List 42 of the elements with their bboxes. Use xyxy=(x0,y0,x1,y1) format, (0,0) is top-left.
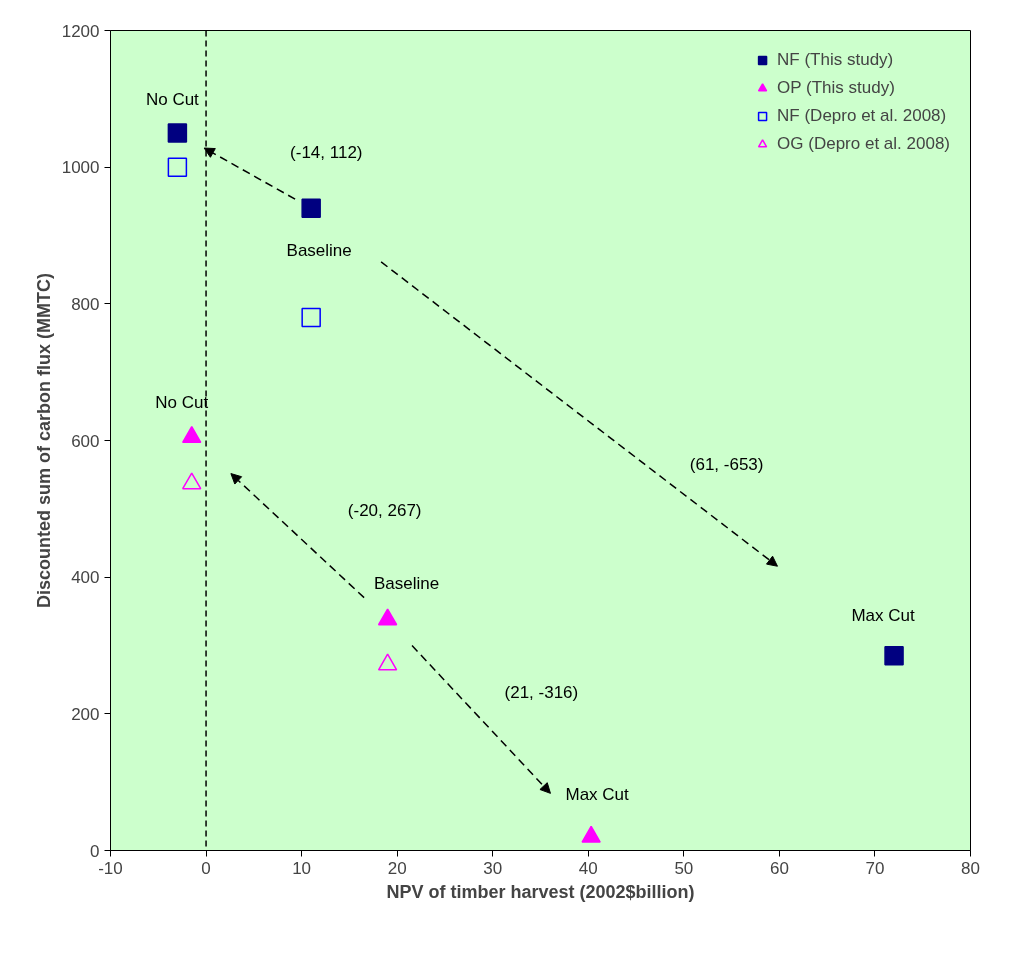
annotation: No Cut xyxy=(155,392,209,412)
x-tick-label: 50 xyxy=(674,858,694,878)
annotation: Max Cut xyxy=(565,785,630,805)
annotation: Max Cut xyxy=(851,606,915,626)
legend-label: OG (Depro et al. 2008) xyxy=(777,134,950,154)
point xyxy=(301,307,321,328)
y-tick-label: 400 xyxy=(71,568,100,588)
point xyxy=(377,653,398,671)
x-tick-label: 80 xyxy=(961,858,980,878)
x-tick-label: -10 xyxy=(98,858,123,878)
x-tick-label: 60 xyxy=(769,858,789,878)
x-tick-label: 70 xyxy=(865,858,885,878)
point xyxy=(581,825,601,843)
x-tick-label: 40 xyxy=(578,858,598,878)
y-tick-label: 200 xyxy=(71,704,100,724)
x-tick-label: 30 xyxy=(483,858,503,878)
x-tick-label: 10 xyxy=(292,858,312,878)
annotation: (61, -653) xyxy=(689,455,764,475)
point xyxy=(181,425,202,444)
point xyxy=(377,608,398,626)
annotation: Baseline xyxy=(286,240,352,260)
y-tick-label: 800 xyxy=(71,294,100,314)
point xyxy=(167,123,188,143)
annotation: (-14, 112) xyxy=(290,143,363,163)
legend-label: OP (This study) xyxy=(777,78,895,98)
point xyxy=(301,198,321,218)
y-tick-label: 0 xyxy=(90,841,100,861)
annotation: No Cut xyxy=(145,89,200,109)
legend-label: NF (This study) xyxy=(777,50,894,70)
y-tick-label: 600 xyxy=(71,431,100,451)
x-tick-label: 20 xyxy=(387,858,407,878)
annotation: (-20, 267) xyxy=(347,500,422,520)
x-axis-title: NPV of timber harvest (2002$billion) xyxy=(386,881,695,902)
y-tick-label: 1000 xyxy=(61,158,100,178)
legend-label: NF (Depro et al. 2008) xyxy=(777,106,947,126)
annotation: Baseline xyxy=(374,574,440,594)
point xyxy=(167,157,188,177)
y-tick-label: 1200 xyxy=(61,21,100,41)
annotation: (21, -316) xyxy=(504,682,579,702)
point xyxy=(181,472,202,490)
y-axis-title: Discounted sum of carbon flux (MMTC) xyxy=(33,273,54,608)
x-tick-label: 0 xyxy=(201,858,211,878)
